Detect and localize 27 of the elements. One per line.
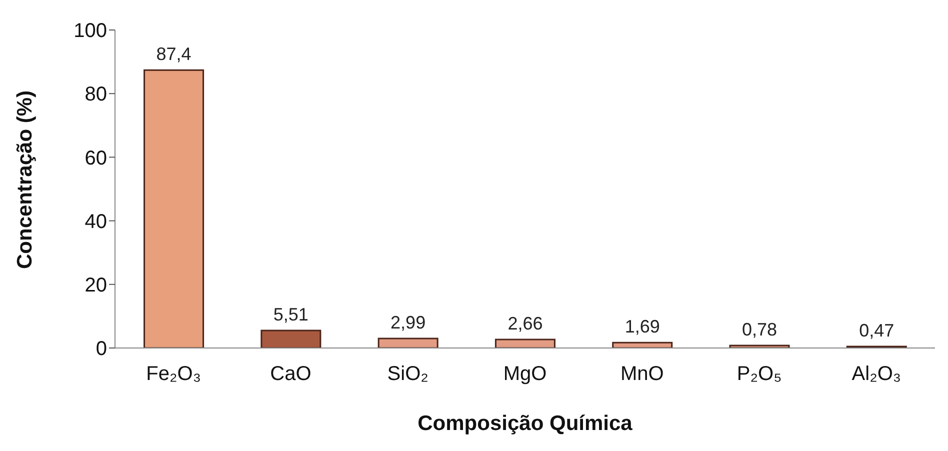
bar (378, 338, 438, 348)
data-label: 2,66 (508, 314, 543, 334)
x-tick-label: MnO (620, 363, 664, 386)
y-tick-label: 0 (96, 338, 107, 360)
data-label: 0,47 (859, 320, 894, 341)
x-tick-label: P₂O₅ (736, 363, 782, 386)
y-tick-label: 80 (84, 84, 107, 106)
x-tick-label: Al₂O₃ (852, 363, 902, 386)
y-tick-label: 20 (84, 274, 107, 296)
data-label: 0,78 (742, 320, 778, 340)
x-tick-label: Fe₂O₃ (146, 363, 201, 386)
y-tick-label: 40 (84, 210, 107, 233)
x-tick-label: SiO₂ (387, 363, 428, 386)
y-tick-label: 60 (84, 147, 107, 170)
x-tick-label: MgO (503, 363, 547, 386)
bar (612, 342, 673, 348)
bar (494, 338, 556, 348)
data-label: 5,51 (273, 304, 308, 324)
x-tick-label: CaO (270, 363, 312, 386)
data-label: 2,99 (390, 312, 426, 332)
data-label: 87,4 (156, 44, 192, 64)
y-tick-label: 100 (74, 20, 107, 42)
data-label: 1,69 (624, 316, 660, 337)
bar (144, 69, 204, 348)
bar (260, 330, 322, 348)
y-axis-title: Concentração (%) (13, 90, 36, 269)
x-axis-title: Composição Química (418, 412, 633, 435)
